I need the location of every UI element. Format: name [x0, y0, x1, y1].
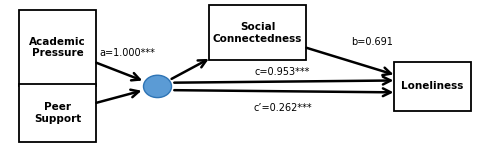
Text: b=0.691: b=0.691 — [352, 37, 394, 47]
Ellipse shape — [144, 75, 172, 98]
Text: c=0.953***: c=0.953*** — [255, 67, 310, 77]
FancyBboxPatch shape — [394, 62, 471, 111]
Text: Academic
Pressure: Academic Pressure — [29, 37, 86, 58]
FancyBboxPatch shape — [209, 5, 306, 60]
FancyBboxPatch shape — [19, 10, 96, 86]
Text: a=1.000***: a=1.000*** — [100, 48, 156, 58]
Text: Social
Connectedness: Social Connectedness — [213, 22, 302, 44]
Text: Peer
Support: Peer Support — [34, 103, 81, 124]
Text: c’=0.262***: c’=0.262*** — [253, 103, 312, 113]
Text: Loneliness: Loneliness — [402, 81, 464, 91]
FancyBboxPatch shape — [19, 84, 96, 142]
